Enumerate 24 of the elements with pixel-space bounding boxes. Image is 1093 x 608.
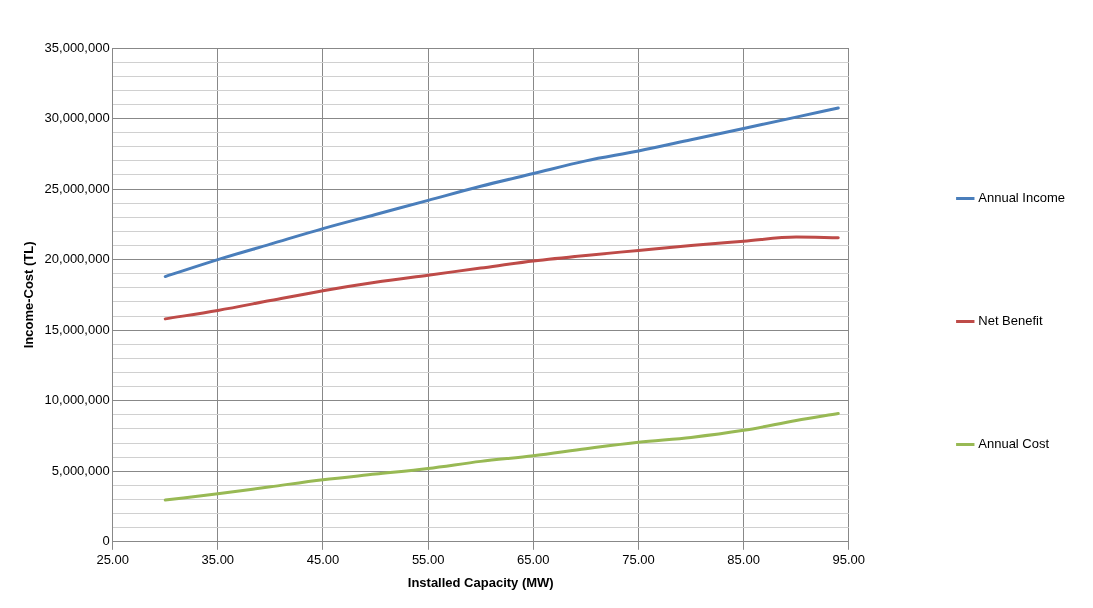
x-tick-label: 65.00	[517, 552, 550, 568]
x-tick-label: 35.00	[201, 552, 235, 568]
line-series	[163, 235, 840, 321]
y-tick-label: 0	[102, 533, 110, 549]
x-tick-label: 85.00	[727, 552, 760, 568]
x-tick-label: 25.00	[96, 552, 129, 568]
y-tick-label: 20,000,000	[44, 251, 110, 267]
line-series	[163, 106, 840, 279]
x-tick-label: 95.00	[832, 552, 866, 568]
y-tick-label: 35,000,000	[44, 39, 110, 55]
y-tick-label: 5,000,000	[51, 462, 110, 478]
line-series	[163, 411, 840, 502]
x-tick-label: 55.00	[411, 552, 445, 568]
legend-label: Annual Cost	[978, 436, 1050, 452]
legend-label: Annual Income	[978, 190, 1066, 206]
y-tick-label: 15,000,000	[44, 321, 110, 337]
y-axis-title: Income-Cost (TL)	[21, 241, 37, 349]
y-tick-label: 30,000,000	[44, 110, 110, 126]
y-tick-label: 25,000,000	[44, 180, 110, 196]
x-tick-label: 75.00	[622, 552, 655, 568]
x-tick-label: 45.00	[306, 552, 340, 568]
y-tick-label: 10,000,000	[44, 392, 110, 408]
x-axis-title: Installed Capacity (MW)	[407, 574, 554, 590]
legend-label: Net Benefit	[978, 313, 1043, 329]
